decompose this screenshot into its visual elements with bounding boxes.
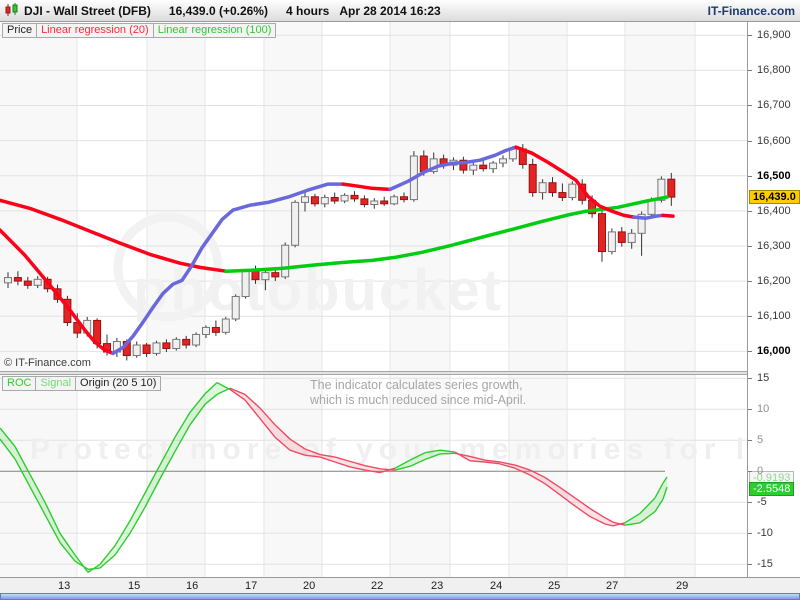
panel-divider[interactable] [0,371,800,375]
tab-origin[interactable]: Origin (20 5 10) [75,376,162,391]
candlesticks [4,144,676,361]
x-axis-label: 23 [431,580,444,592]
roc-grid [0,375,696,577]
last-quote: 16,439.0 (+0.26%) [168,3,268,18]
axis-label: 16,000 [757,345,791,357]
x-axis-label: 27 [606,580,619,592]
annotation-text: The indicator calculates series growth, … [310,378,526,408]
annotation-line-2: which is much reduced since mid-April. [310,393,527,407]
axis-tick [748,141,752,142]
instrument-name: DJI - Wall Street (DFB) [24,3,151,18]
axis-label: -10 [757,527,773,539]
last-price-badge: 16,439.0 [749,190,800,204]
axis-tick [748,281,752,282]
price-grid [0,22,696,372]
roc-indicator-area[interactable]: Protect more of your memories for less R… [0,375,747,577]
axis-tick [748,316,752,317]
roc-watermark: Protect more of your memories for less [30,433,747,466]
axis-tick [748,246,752,247]
axis-tick [748,533,752,534]
linear-regression-20-line [0,145,675,356]
axis-tick [748,351,752,352]
axis-tick [748,378,752,379]
datetime-label: Apr 28 2014 16:23 [339,3,441,18]
tab-signal[interactable]: Signal [35,376,77,391]
axis-tick [748,502,752,503]
axis-tick [748,409,752,410]
timeframe-label: 4 hours [285,3,330,18]
horizontal-scrollbar[interactable] [0,593,800,600]
axis-label: 0 [757,465,764,477]
copyright-label: © IT-Finance.com [4,357,91,369]
axis-label: 16,400 [757,205,791,217]
x-axis-label: 17 [245,580,258,592]
x-axis-label: 22 [371,580,384,592]
price-chart-canvas[interactable]: photobucket [0,22,747,372]
axis-label: 15 [757,372,770,384]
roc-legend-tabs: ROC Signal Origin (20 5 10) [2,376,162,391]
candlestick-icon [4,3,19,18]
axis-tick [748,35,752,36]
roc-ribbon [0,382,668,573]
time-axis[interactable]: 13 15 16 17 20 22 23 24 25 27 29 [0,577,800,593]
axis-label: 10 [757,403,770,415]
axis-label: 16,100 [757,310,791,322]
x-axis-label: 13 [58,580,71,592]
tab-roc[interactable]: ROC [2,376,37,391]
axis-label: 16,800 [757,64,791,76]
svg-text:photobucket: photobucket [133,258,503,323]
annotation-line-1: The indicator calculates series growth, [310,378,523,392]
axis-label: 16,300 [757,240,791,252]
axis-label: -15 [757,558,773,570]
title-bar: DJI - Wall Street (DFB) 16,439.0 (+0.26%… [0,0,800,22]
axis-label: 16,200 [757,275,791,287]
axis-tick [748,105,752,106]
scrollbar-thumb[interactable] [0,593,800,600]
axis-label: 16,700 [757,99,791,111]
signal-value-badge: -2.5548 [749,482,795,496]
axis-tick [748,564,752,565]
price-chart-area[interactable]: photobucket Price Linear regression (20) L… [0,22,747,372]
axis-tick [748,176,752,177]
axis-tick [748,440,752,441]
roc-chart-canvas[interactable]: Protect more of your memories for less [0,375,747,577]
axis-label: 5 [757,434,764,446]
axis-tick [748,70,752,71]
x-axis-label: 25 [548,580,561,592]
x-axis-label: 29 [676,580,689,592]
x-axis-label: 16 [186,580,199,592]
x-axis-label: 20 [303,580,316,592]
tab-linear-regression-100[interactable]: Linear regression (100) [152,23,277,38]
photobucket-watermark: photobucket [113,212,503,323]
tab-price[interactable]: Price [2,23,38,38]
axis-label: -5 [757,496,767,508]
x-axis-label: 15 [128,580,141,592]
axis-label: 16,500 [757,170,791,182]
tab-linear-regression-20[interactable]: Linear regression (20) [36,23,154,38]
axis-label: 16,900 [757,29,791,41]
value-axis[interactable]: 16,439.0 -0.9193 -2.5548 16,900 16,800 16,… [747,22,800,577]
brand-link[interactable]: IT-Finance.com [707,3,795,18]
axis-tick [748,211,752,212]
axis-tick [748,471,752,472]
x-axis-label: 24 [490,580,503,592]
price-legend-tabs: Price Linear regression (20) Linear regres… [2,23,277,38]
axis-label: 16,600 [757,135,791,147]
